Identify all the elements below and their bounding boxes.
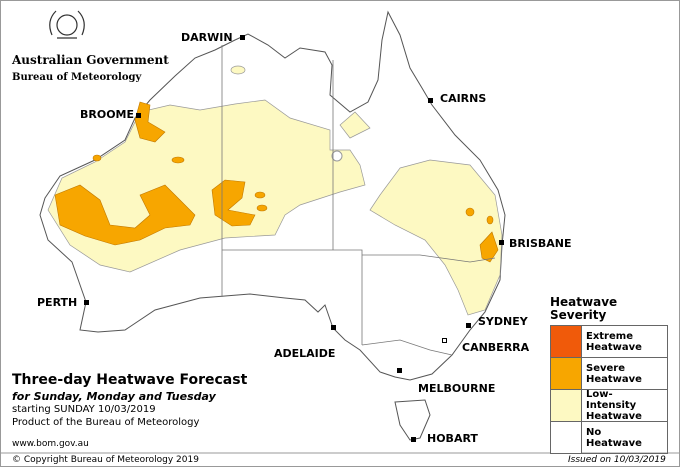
legend-item: Low-Intensity Heatwave — [550, 389, 668, 422]
city-marker — [331, 325, 336, 330]
city-label: BRISBANE — [509, 237, 572, 250]
city-marker — [136, 113, 141, 118]
legend-item: No Heatwave — [550, 421, 668, 454]
bureau: Bureau of Meteorology — [12, 72, 142, 83]
city-label: CANBERRA — [462, 341, 530, 354]
city-label: ADELAIDE — [274, 347, 336, 360]
copyright: © Copyright Bureau of Meteorology 2019 — [12, 455, 199, 465]
city-marker — [411, 437, 416, 442]
city-label: BROOME — [80, 108, 135, 121]
low-intensity-area — [369, 159, 503, 316]
agency: Australian Government — [12, 53, 169, 67]
title: Three-day Heatwave Forecast — [12, 372, 248, 388]
city-label: MELBOURNE — [418, 382, 496, 395]
legend-item: Extreme Heatwave — [550, 325, 668, 358]
low-intensity-area — [339, 111, 371, 139]
legend-label: Severe Heatwave — [586, 362, 642, 385]
city-label: SYDNEY — [478, 315, 528, 328]
tasmania — [394, 399, 431, 441]
legend-title: Heatwave Severity — [550, 295, 618, 322]
city-marker — [499, 240, 504, 245]
legend-label: Low-Intensity Heatwave — [586, 389, 642, 422]
url: www.bom.gov.au — [12, 439, 89, 449]
subtitle: for Sunday, Monday and Tuesday — [12, 390, 216, 403]
city-marker — [428, 98, 433, 103]
city-marker — [84, 300, 89, 305]
city-marker — [240, 35, 245, 40]
start-date: starting SUNDAY 10/03/2019 — [12, 404, 156, 415]
state-borders — [221, 45, 496, 356]
legend: Heatwave Severity Extreme Heatwave Severe… — [550, 296, 668, 454]
low-intensity-area — [230, 65, 246, 75]
product: Product of the Bureau of Meteorology — [12, 417, 200, 428]
city-marker — [397, 368, 402, 373]
legend-swatch — [551, 358, 582, 389]
legend-label: Extreme Heatwave — [586, 330, 642, 353]
legend-swatch — [551, 390, 582, 421]
legend-swatch — [551, 326, 582, 357]
severe-areas — [54, 101, 499, 263]
no-heatwave-hole — [331, 150, 343, 162]
issued: Issued on 10/03/2019 — [568, 455, 666, 465]
city-label: PERTH — [37, 296, 78, 309]
legend-swatch — [551, 422, 582, 453]
crest — [49, 10, 85, 39]
legend-item: Severe Heatwave — [550, 357, 668, 390]
city-marker — [442, 338, 447, 343]
city-label: CAIRNS — [440, 92, 487, 105]
legend-label: No Heatwave — [586, 426, 642, 449]
city-label: HOBART — [427, 432, 478, 445]
city-label: DARWIN — [181, 31, 233, 44]
city-marker — [466, 323, 471, 328]
